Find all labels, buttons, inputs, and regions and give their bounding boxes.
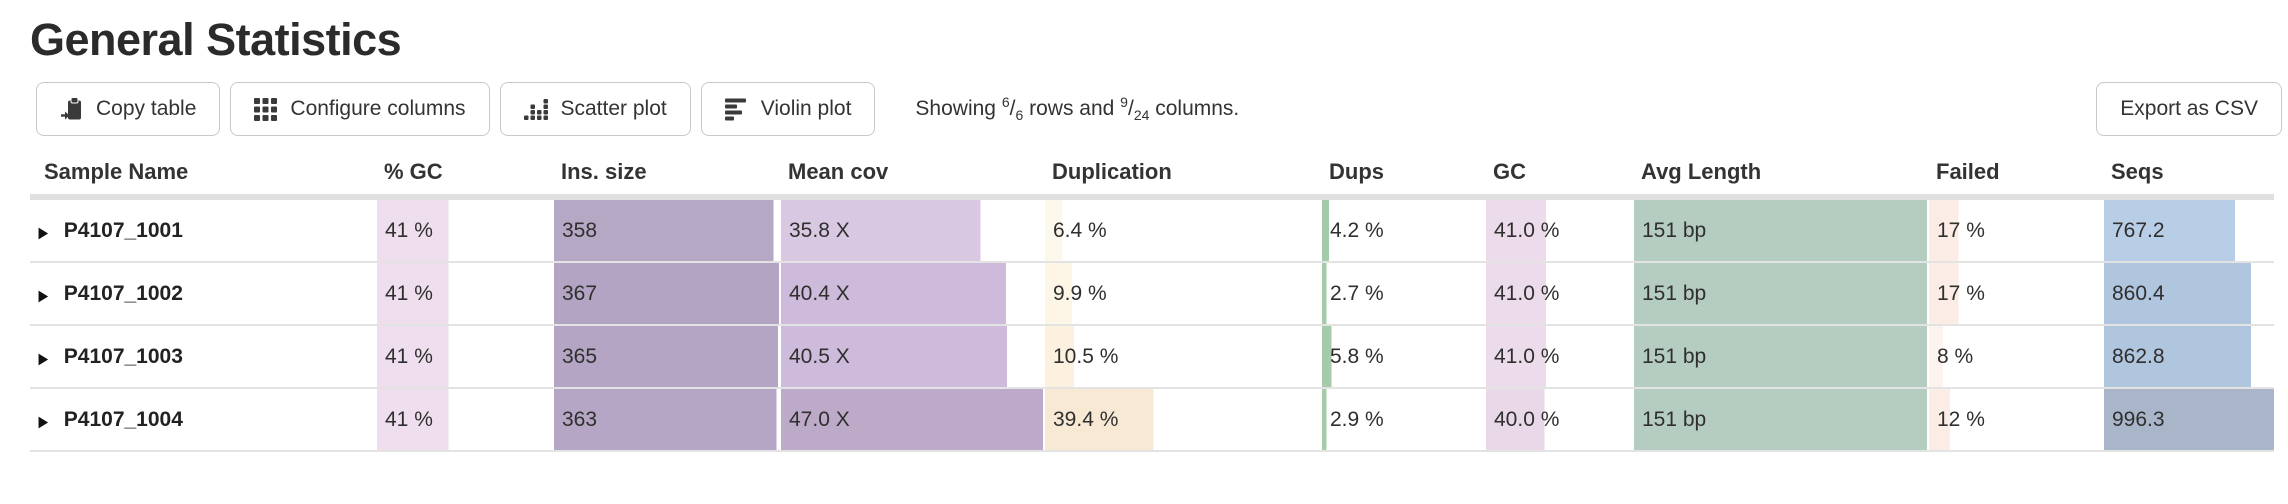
cell-mean_cov: 35.8 X bbox=[779, 197, 1044, 263]
sample-name: P4107_1001 bbox=[63, 218, 183, 242]
cell-dups: 5.8 % bbox=[1320, 325, 1485, 389]
cell-gc: 41.0 % bbox=[1484, 197, 1633, 263]
export-csv-label: Export as CSV bbox=[2120, 97, 2258, 120]
cell-seqs: 862.8 bbox=[2102, 325, 2274, 389]
configure-columns-label: Configure columns bbox=[290, 97, 466, 120]
table-row: ▶ P4107_1004 41 % 363 47.0 X 39.4 % 2.9 % 40.0 … bbox=[30, 388, 2274, 452]
cell-duplication: 6.4 % bbox=[1043, 197, 1321, 263]
cell-duplication: 10.5 % bbox=[1043, 325, 1321, 389]
cell-ins_size: 365 bbox=[552, 325, 780, 389]
cell-duplication: 39.4 % bbox=[1043, 388, 1321, 452]
table-body: ▶ P4107_1001 41 % 358 35.8 X 6.4 % 4.2 % 41.0 %… bbox=[30, 197, 2274, 452]
cell-failed: 17 % bbox=[1927, 262, 2103, 326]
cell-gc: 41.0 % bbox=[1484, 262, 1633, 326]
scatter-plot-icon bbox=[523, 98, 548, 121]
cell-mean_cov: 47.0 X bbox=[779, 388, 1044, 452]
cell-ins_size: 363 bbox=[552, 388, 780, 452]
cell-pct_gc: 41 % bbox=[375, 197, 553, 263]
cell-dups: 4.2 % bbox=[1320, 197, 1485, 263]
sample-name-cell[interactable]: ▶ P4107_1004 bbox=[30, 388, 376, 452]
cell-seqs: 860.4 bbox=[2102, 262, 2274, 326]
expand-row-icon[interactable]: ▶ bbox=[38, 411, 49, 430]
cell-failed: 12 % bbox=[1927, 388, 2103, 452]
scatter-plot-label: Scatter plot bbox=[560, 97, 667, 120]
cell-dups: 2.7 % bbox=[1320, 262, 1485, 326]
sample-name: P4107_1004 bbox=[63, 407, 183, 431]
cell-avg_length: 151 bp bbox=[1632, 197, 1928, 263]
copy-table-button[interactable]: Copy table bbox=[36, 82, 221, 136]
scatter-plot-button[interactable]: Scatter plot bbox=[499, 82, 691, 136]
column-header-mean_cov[interactable]: Mean cov bbox=[780, 150, 1044, 200]
cell-avg_length: 151 bp bbox=[1632, 325, 1928, 389]
configure-columns-button[interactable]: Configure columns bbox=[230, 82, 490, 136]
column-header-pct_gc[interactable]: % GC bbox=[376, 150, 553, 200]
violin-plot-label: Violin plot bbox=[760, 97, 852, 120]
table-row: ▶ P4107_1001 41 % 358 35.8 X 6.4 % 4.2 % 41.0 %… bbox=[30, 197, 2274, 263]
sample-name: P4107_1003 bbox=[63, 344, 183, 368]
columns-grid-icon bbox=[254, 97, 278, 121]
cell-failed: 17 % bbox=[1927, 197, 2103, 263]
cell-avg_length: 151 bp bbox=[1632, 388, 1928, 452]
cell-pct_gc: 41 % bbox=[375, 325, 553, 389]
cell-pct_gc: 41 % bbox=[375, 262, 553, 326]
cell-mean_cov: 40.5 X bbox=[779, 325, 1044, 389]
cell-mean_cov: 40.4 X bbox=[779, 262, 1044, 326]
general-stats-table: Sample Name% GC Ins. size Mean cov Duplicat… bbox=[30, 150, 2274, 452]
cell-ins_size: 367 bbox=[552, 262, 780, 326]
sample-name: P4107_1002 bbox=[63, 281, 183, 305]
sample-name-cell[interactable]: ▶ P4107_1001 bbox=[30, 197, 376, 263]
cell-pct_gc: 41 % bbox=[375, 388, 553, 452]
cell-ins_size: 358 bbox=[552, 197, 780, 263]
cell-seqs: 767.2 bbox=[2102, 197, 2274, 263]
toolbar: Copy table Configure columns bbox=[36, 82, 2282, 136]
column-header-dups[interactable]: Dups bbox=[1321, 150, 1485, 200]
cell-gc: 41.0 % bbox=[1484, 325, 1633, 389]
table-header-row: Sample Name% GC Ins. size Mean cov Duplicat… bbox=[30, 150, 2274, 200]
sample-name-cell[interactable]: ▶ P4107_1003 bbox=[30, 325, 376, 389]
column-header-failed[interactable]: Failed bbox=[1928, 150, 2103, 200]
expand-row-icon[interactable]: ▶ bbox=[38, 285, 49, 304]
expand-row-icon[interactable]: ▶ bbox=[38, 348, 49, 367]
page-title: General Statistics bbox=[30, 14, 402, 65]
showing-summary: Showing 6/6 rows and 9/24 columns. bbox=[915, 94, 1240, 124]
cell-gc: 40.0 % bbox=[1484, 388, 1633, 452]
clipboard-copy-icon bbox=[60, 96, 83, 122]
cell-seqs: 996.3 bbox=[2102, 388, 2274, 452]
violin-plot-button[interactable]: Violin plot bbox=[700, 82, 876, 136]
column-header-seqs[interactable]: Seqs bbox=[2103, 150, 2274, 200]
cell-dups: 2.9 % bbox=[1320, 388, 1485, 452]
column-header-sample[interactable]: Sample Name bbox=[30, 150, 376, 200]
table-row: ▶ P4107_1002 41 % 367 40.4 X 9.9 % 2.7 % 41.0 %… bbox=[30, 262, 2274, 326]
export-csv-button[interactable]: Export as CSV bbox=[2096, 82, 2282, 136]
column-header-gc[interactable]: GC bbox=[1485, 150, 1633, 200]
cell-duplication: 9.9 % bbox=[1043, 262, 1321, 326]
cell-failed: 8 % bbox=[1927, 325, 2103, 389]
column-header-avg_length[interactable]: Avg Length bbox=[1633, 150, 1928, 200]
cell-avg_length: 151 bp bbox=[1632, 262, 1928, 326]
sample-name-cell[interactable]: ▶ P4107_1002 bbox=[30, 262, 376, 326]
column-header-ins_size[interactable]: Ins. size bbox=[553, 150, 780, 200]
violin-plot-icon bbox=[724, 98, 748, 121]
table-row: ▶ P4107_1003 41 % 365 40.5 X 10.5 % 5.8 % 41.0 … bbox=[30, 325, 2274, 389]
copy-table-label: Copy table bbox=[96, 97, 197, 120]
expand-row-icon[interactable]: ▶ bbox=[38, 222, 49, 241]
column-header-duplication[interactable]: Duplication bbox=[1044, 150, 1321, 200]
